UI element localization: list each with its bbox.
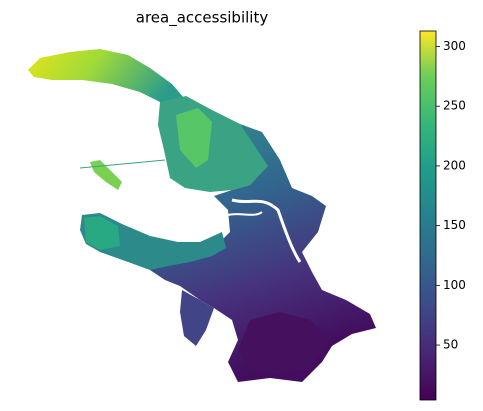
colorbar-tick-label: 300: [443, 39, 466, 53]
colorbar-tick-label: 100: [443, 278, 466, 292]
map-title: area_accessibility: [136, 9, 269, 28]
west-islet: [90, 160, 122, 190]
colorbar-scale: [419, 30, 437, 401]
colorbar-tick-label: 50: [443, 338, 458, 352]
south-peninsula: [180, 290, 214, 346]
green-patch: [176, 108, 212, 168]
map-regions: [28, 49, 376, 382]
north-coast: [28, 49, 184, 112]
south-dark-core: [238, 312, 330, 374]
colorbar-tick-label: 250: [443, 99, 466, 113]
colorbar-tick-label: 150: [443, 218, 466, 232]
colorbar: 50 100 150 200 250 300: [419, 30, 466, 401]
river-branch: [227, 211, 263, 216]
dam-line: [79, 159, 166, 169]
river: [231, 198, 302, 263]
colorbar-tick-label: 200: [443, 158, 466, 172]
north-district: [158, 96, 270, 192]
central-city: [150, 124, 376, 382]
south-west-green: [84, 216, 120, 250]
